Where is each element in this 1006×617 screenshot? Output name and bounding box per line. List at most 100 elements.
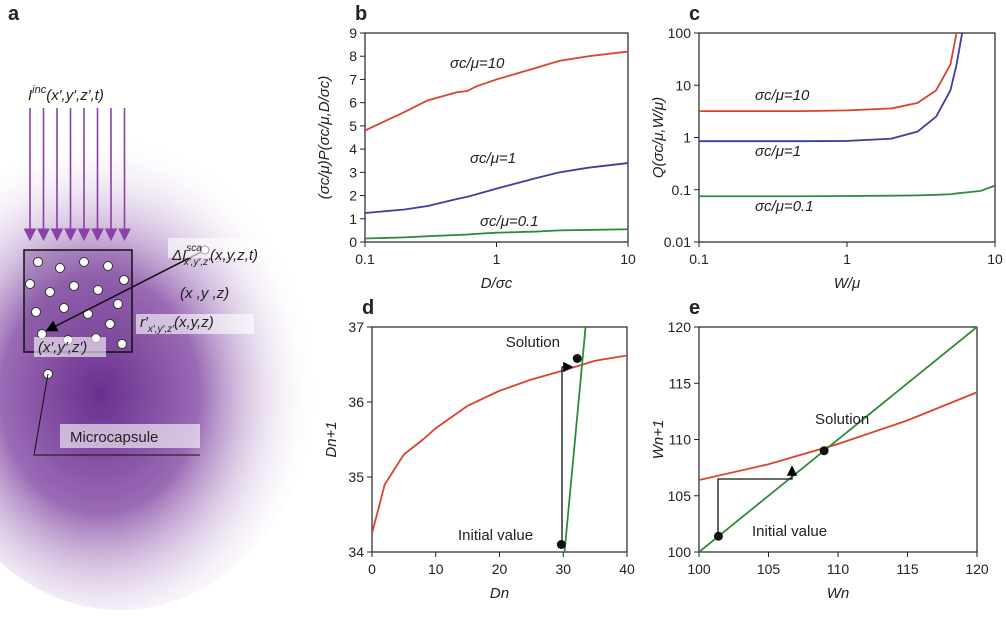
series-line [365,162,628,214]
y-tick-label: 9 [349,25,357,41]
x-tick-label: 40 [619,561,635,577]
series-label: σc/μ=0.1 [480,213,539,230]
symbol: I [28,87,32,104]
y-tick-label: 7 [349,71,357,87]
y-axis-label: Wn+1 [650,420,667,460]
y-tick-label: 0 [349,234,357,250]
x-axis-label: W/μ [834,275,861,292]
microcapsule [79,257,89,267]
panel-d: d 0 10 20 30 40 34 35 36 37 Dn Dn+1 Initial value Sol… [323,297,635,602]
label-bg [136,314,254,334]
microcapsule [117,339,127,349]
panel-a: a Iinc(x′,y′,z′,t) ΔIsca x′,y′,z′(x,y,z,t… [0,3,320,610]
series-label: σc/μ=10 [755,87,810,104]
series-label: σc/μ=10 [450,55,505,72]
series-line [365,50,628,132]
x-tick-label: 0.1 [689,251,709,267]
panel-b: b 0.1 1 10 0 1 2 3 4 5 6 7 8 9 D/σc (σc/μ)P(σc/μ,D/σc) σ… [316,3,636,292]
panel-e: e 100 105 110 115 120 100 105 110 115 120 Wn Wn+1 Ini… [650,297,989,602]
panel-label: e [689,297,700,319]
incident-label: Iinc(x′,y′,z′,t) [28,84,104,104]
x-tick-label: 100 [687,561,711,577]
label-bg [34,337,106,357]
y-tick-label: 110 [669,432,692,448]
y-tick-label: 120 [668,319,692,335]
y-tick-label: 1 [683,130,691,146]
scatter-ray [45,249,206,332]
plot-frame [364,32,629,243]
panel-label: d [362,297,374,319]
y-axis-label: (σc/μ)P(σc/μ,D/σc) [316,76,333,200]
distance-label: r′x′,y′,z′(x,y,z) [140,314,214,335]
sub: x′,y′,z′ [147,324,175,335]
microcapsule [31,307,41,317]
microcapsule-label: Microcapsule [70,429,158,446]
point [556,540,566,549]
x-tick-label: 120 [965,561,989,577]
series-label: σc/μ=1 [755,143,801,160]
annotation: Initial value [752,523,827,540]
microcapsule [25,279,35,289]
symbol: r′ [140,314,149,331]
y-tick-label: 0.01 [664,234,691,250]
x-tick-label: 110 [827,561,850,577]
observer-label: (x ,y ,z) [180,285,229,302]
y-tick-label: 6 [349,95,357,111]
y-tick-label: 2 [349,188,357,204]
panel-label: a [8,3,20,25]
series-line [699,184,995,198]
x-tick-label: 0 [368,561,376,577]
y-tick-label: 105 [668,488,692,504]
y-axis-label: Q(σc/μ,W/μ) [650,97,667,178]
panel-label: c [689,3,700,25]
series-line [699,326,977,553]
args: (x′,y′,z′,t) [46,87,104,104]
microcapsule [113,299,123,309]
x-axis-label: Dn [490,585,509,602]
label-bg [168,238,276,258]
point [572,354,582,363]
y-tick-label: 100 [668,25,692,41]
y-tick-label: 8 [349,48,357,64]
series-line [372,354,627,534]
microcapsule [119,275,129,285]
microcapsule [103,261,113,271]
series-line [365,228,628,240]
callout-line [33,373,70,456]
y-tick-label: 35 [348,469,364,485]
series-line [699,391,977,481]
x-tick-label: 10 [620,251,636,267]
microcapsule [105,319,115,329]
x-tick-label: 1 [493,251,501,267]
sup: inc [32,84,47,96]
y-tick-label: 3 [349,164,357,180]
microcapsule [55,263,65,273]
x-tick-label: 30 [555,561,571,577]
sub: x′,y′,z′ [183,257,211,268]
x-axis-label: Wn [827,585,850,602]
plot-frame [698,32,996,243]
microcapsule [69,281,79,291]
y-tick-label: 37 [348,319,364,335]
x-tick-label: 105 [757,561,781,577]
series-line [563,326,587,553]
annotation: Initial value [458,527,533,544]
annotation: Solution [815,411,869,428]
args: (x,y,z) [174,314,214,331]
y-tick-label: 0.1 [672,182,692,198]
iteration-arrow [717,465,798,536]
x-tick-label: 0.1 [355,251,375,267]
y-tick-label: 5 [349,118,357,134]
sup: sca [186,243,202,254]
plot-frame [371,326,628,553]
annotation: Solution [506,334,560,351]
microcapsule [45,287,55,297]
series-label: σc/μ=0.1 [755,198,814,215]
x-tick-label: 115 [896,561,919,577]
y-tick-label: 36 [348,394,364,410]
x-tick-label: 10 [428,561,444,577]
y-tick-label: 34 [348,544,364,560]
source-label: (x′,y′,z′) [38,339,87,356]
